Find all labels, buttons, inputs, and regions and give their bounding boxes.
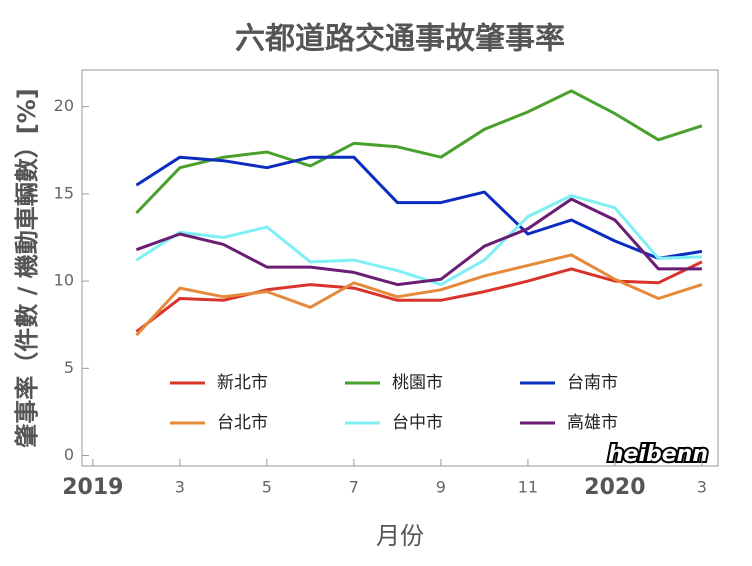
x-tick-label: 11 bbox=[518, 478, 538, 497]
x-tick-label: 9 bbox=[436, 478, 446, 497]
y-tick-label: 0 bbox=[64, 445, 74, 464]
legend-label: 台南市 bbox=[567, 373, 618, 393]
series-line bbox=[135, 253, 703, 337]
x-tick-label: 3 bbox=[175, 478, 185, 497]
legend-label: 高雄市 bbox=[567, 413, 618, 433]
series-line bbox=[135, 89, 703, 215]
x-tick-label: 5 bbox=[262, 478, 272, 497]
x-tick-label: 2019 bbox=[62, 475, 123, 500]
chart-title: 六都道路交通事故肇事率 bbox=[235, 22, 565, 57]
series-line bbox=[135, 155, 703, 260]
y-tick-label: 15 bbox=[54, 183, 74, 202]
x-tick-label: 3 bbox=[697, 478, 707, 497]
plot-frame bbox=[81, 69, 719, 467]
series-line bbox=[135, 260, 703, 333]
x-tick-label: 7 bbox=[349, 478, 359, 497]
legend-label: 台中市 bbox=[392, 413, 443, 433]
series-line bbox=[135, 197, 702, 287]
x-tick-label: 2020 bbox=[584, 475, 645, 500]
y-tick-label: 5 bbox=[64, 358, 74, 377]
watermark: heibenn bbox=[608, 442, 708, 467]
legend-label: 桃園市 bbox=[392, 373, 443, 393]
x-axis-label: 月份 bbox=[376, 522, 424, 550]
legend-label: 台北市 bbox=[217, 413, 268, 433]
series-line bbox=[135, 194, 702, 287]
y-tick-label: 20 bbox=[54, 96, 74, 115]
y-tick-label: 10 bbox=[54, 271, 74, 290]
y-axis-label: 肇事率（件數 / 機動車輛數）[%] bbox=[13, 88, 41, 447]
legend-label: 新北市 bbox=[217, 373, 268, 393]
